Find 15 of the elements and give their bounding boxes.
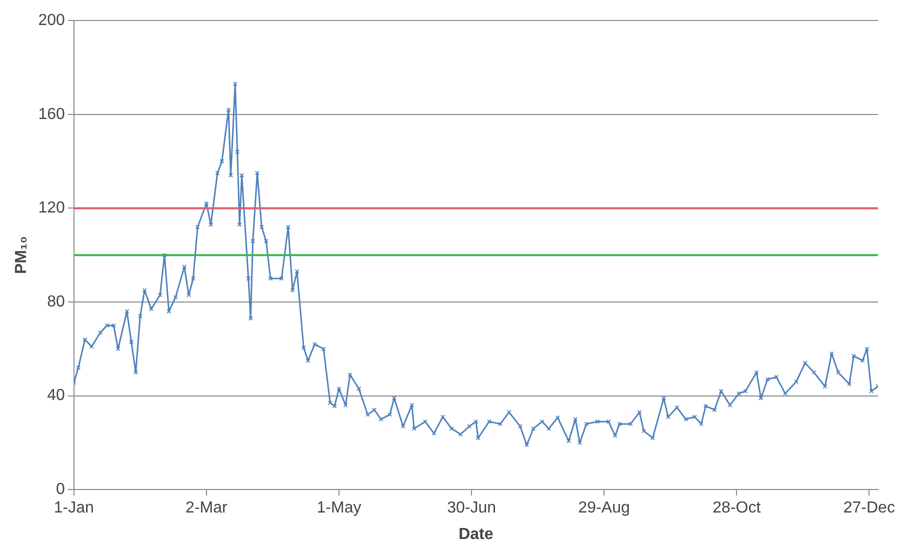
x-tick-label: 2-Mar xyxy=(186,500,228,517)
y-tick-label: 40 xyxy=(47,387,65,404)
x-tick-label: 28-Oct xyxy=(712,500,762,517)
x-tick-label: 1-Jan xyxy=(54,500,94,517)
x-tick-label: 29-Aug xyxy=(578,500,630,517)
y-axis-title: PM₁₀ xyxy=(13,236,30,274)
x-tick-label: 27-Dec xyxy=(843,500,895,517)
x-tick-label: 1-May xyxy=(316,500,362,517)
y-tick-label: 200 xyxy=(38,12,65,30)
y-tick-label: 80 xyxy=(47,293,65,310)
x-tick-label: 30-Jun xyxy=(447,500,496,517)
x-axis-title: Date xyxy=(458,526,494,543)
y-tick-label: 160 xyxy=(38,106,65,123)
y-tick-label: 120 xyxy=(38,200,65,217)
y-tick-label: 0 xyxy=(56,481,65,498)
